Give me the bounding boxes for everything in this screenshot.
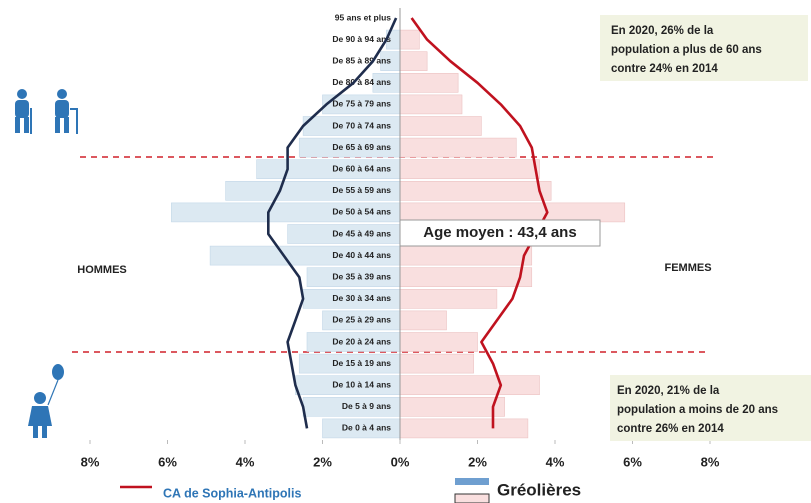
bar-women: [399, 288, 498, 309]
bar-women: [399, 202, 626, 223]
category-label: De 20 à 24 ans: [332, 336, 391, 346]
category-label: De 35 à 39 ans: [332, 271, 391, 281]
bar-women: [399, 375, 540, 396]
category-label: De 80 à 84 ans: [332, 77, 391, 87]
category-label: De 65 à 69 ans: [332, 142, 391, 152]
child-icon: [28, 364, 64, 438]
bar-women: [399, 418, 529, 439]
bar-women: [399, 245, 533, 266]
note-line: contre 24% en 2014: [611, 63, 718, 75]
bar-women: [399, 94, 463, 115]
category-label: De 70 à 74 ans: [332, 120, 391, 130]
plot: 95 ans et plus De 90 à 94 ans De 85 à 89 a…: [81, 8, 720, 503]
category-label: De 50 à 54 ans: [332, 207, 391, 217]
bar-women: [399, 73, 459, 93]
category-label: De 10 à 14 ans: [332, 379, 391, 389]
bar-women: [399, 396, 505, 417]
x-tick-label: 8%: [701, 454, 720, 469]
bar-women: [399, 181, 552, 201]
note-line: population a plus de 60 ans: [611, 44, 762, 56]
note-line: contre 26% en 2014: [617, 423, 724, 435]
category-label: 95 ans et plus: [335, 12, 391, 22]
note-line: En 2020, 21% de la: [617, 385, 720, 397]
bar-women: [399, 159, 540, 179]
x-tick-label: 8%: [81, 454, 100, 469]
bar-women: [399, 29, 420, 50]
bar-women: [399, 137, 517, 158]
elderly-icon: [15, 89, 78, 134]
category-label: De 0 à 4 ans: [342, 423, 391, 433]
average-box: [399, 219, 601, 247]
category-label: De 25 à 29 ans: [332, 315, 391, 325]
bar-women: [399, 51, 428, 72]
x-tick-label: 4%: [236, 454, 255, 469]
x-tick-label: 6%: [158, 454, 177, 469]
category-label: De 90 à 94 ans: [332, 34, 391, 44]
x-tick-label: 0%: [391, 454, 410, 469]
legend-label: CA de Sophia-Antipolis: [163, 486, 301, 500]
note-line: En 2020, 26% de la: [611, 25, 714, 37]
category-label: De 45 à 49 ans: [332, 228, 391, 238]
bar-women: [399, 332, 478, 352]
legend-label: Gréolières: [497, 480, 581, 499]
category-label: De 55 à 59 ans: [332, 185, 391, 195]
women-label: FEMMES: [664, 262, 711, 274]
average-age: Age moyen : 43,4 ans: [423, 224, 576, 241]
x-tick-label: 2%: [313, 454, 332, 469]
legend-swatch: [455, 478, 489, 485]
line-men: [267, 17, 398, 429]
bar-women: [399, 353, 474, 374]
category-label: De 30 à 34 ans: [332, 293, 391, 303]
category-label: De 75 à 79 ans: [332, 99, 391, 109]
category-label: De 85 à 89 ans: [332, 55, 391, 65]
category-label: De 40 à 44 ans: [332, 250, 391, 260]
x-tick-label: 2%: [468, 454, 487, 469]
x-tick-label: 4%: [546, 454, 565, 469]
legend-swatch: [454, 493, 490, 503]
bar-women: [399, 310, 447, 331]
x-tick-label: 6%: [623, 454, 642, 469]
note-box: [600, 15, 808, 81]
note-box: [610, 375, 811, 441]
category-label: De 5 à 9 ans: [342, 401, 391, 411]
category-label: De 15 à 19 ans: [332, 358, 391, 368]
category-label: De 60 à 64 ans: [332, 163, 391, 173]
bar-women: [399, 267, 533, 288]
bar-women: [399, 116, 482, 136]
note-line: population a moins de 20 ans: [617, 404, 778, 416]
men-label: HOMMES: [77, 264, 127, 276]
